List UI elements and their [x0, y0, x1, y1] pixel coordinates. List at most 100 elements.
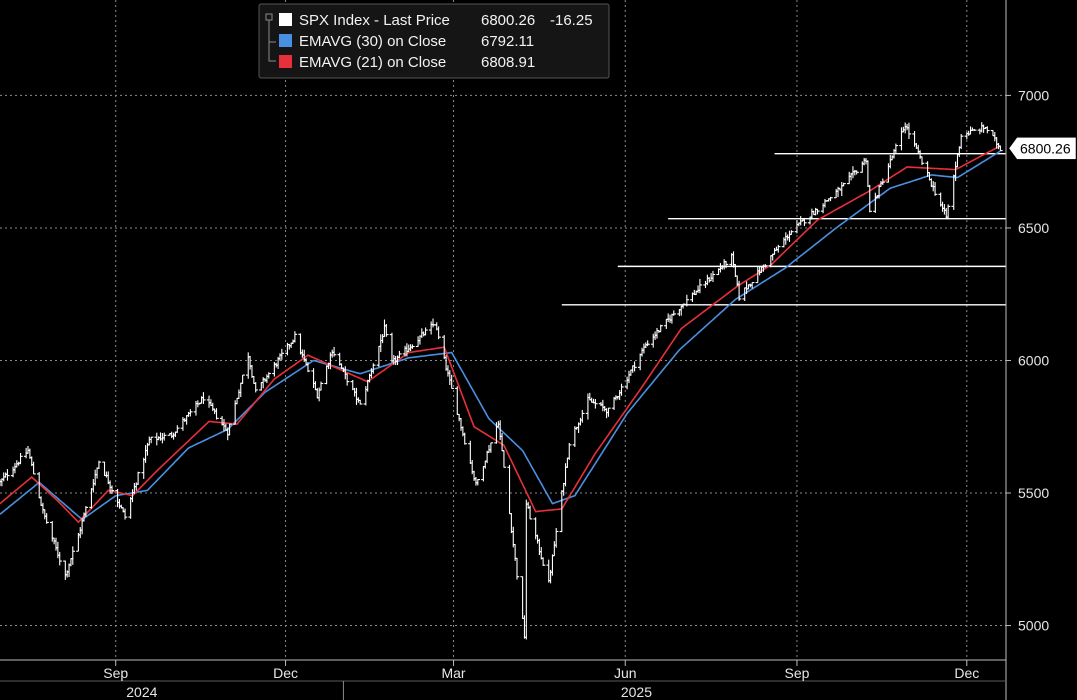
price-bar [919, 156, 925, 166]
price-bar [5, 469, 10, 481]
price-bar [371, 363, 376, 374]
price-bar [998, 145, 1003, 152]
price-bar [763, 264, 768, 268]
price-bar [96, 460, 102, 469]
price-bar [501, 450, 507, 468]
price-bar [710, 270, 716, 282]
price-bar [436, 326, 441, 340]
grid-layer [0, 0, 1006, 660]
legend-label: SPX Index - Last Price [299, 12, 450, 29]
price-bar [18, 452, 23, 465]
price-bar [906, 122, 912, 139]
price-bar [606, 407, 611, 417]
price-bar [632, 361, 637, 372]
x-tick-label: Dec [273, 665, 298, 681]
price-bar [567, 442, 572, 460]
price-bar [214, 408, 219, 420]
price-bar [331, 346, 337, 357]
price-bar [789, 230, 794, 235]
price-bar [475, 478, 481, 486]
price-bar [83, 506, 89, 518]
price-layer [0, 122, 1003, 640]
price-bar [358, 399, 363, 405]
price-bar [175, 425, 180, 433]
price-bar [514, 557, 520, 580]
price-bar [553, 527, 559, 548]
price-bar [736, 280, 742, 301]
price-bar [880, 178, 886, 186]
price-bar [658, 324, 663, 333]
price-bar [318, 381, 324, 391]
price-bar [397, 350, 402, 359]
legend-tree-connector [268, 20, 276, 62]
price-bar [162, 432, 167, 441]
legend-swatch [279, 34, 292, 47]
y-tick-label: 5000 [1018, 618, 1049, 634]
price-bar [449, 374, 454, 389]
price-bar [344, 373, 350, 386]
price-bar [423, 327, 428, 336]
price-bar [70, 546, 75, 565]
price-bar [802, 219, 807, 227]
year-label: 2024 [126, 684, 157, 700]
price-bar [619, 383, 624, 396]
price-bar [945, 204, 951, 220]
legend-change: -16.25 [550, 12, 593, 29]
ema21-layer [0, 145, 1001, 524]
price-bar [109, 485, 115, 494]
price-bar [723, 260, 729, 269]
price-bar [279, 348, 285, 360]
x-tick-label: Sep [103, 665, 128, 681]
x-tick-label: Mar [441, 665, 465, 681]
price-bar [645, 340, 650, 347]
price-bar [815, 208, 820, 215]
legend-value: 6800.26 [481, 12, 535, 29]
price-bar [580, 410, 585, 423]
price-bar [44, 513, 49, 524]
legend-label: EMAVG (30) on Close [299, 33, 446, 50]
price-bar [749, 281, 755, 289]
y-tick-label: 6000 [1018, 352, 1049, 368]
price-bar [972, 128, 977, 132]
x-tick-label: Sep [785, 665, 810, 681]
last-price-tag-label: 6800.26 [1020, 140, 1071, 156]
price-bar [305, 362, 311, 373]
price-bar [684, 294, 690, 307]
price-bar [959, 134, 964, 150]
price-bar [593, 399, 598, 409]
price-bar [135, 471, 141, 485]
ema21-line [0, 145, 1001, 524]
price-bar [527, 505, 533, 520]
price-bar [776, 244, 781, 253]
legend-entry: EMAVG (21) on Close 6808.91 [279, 54, 535, 71]
legend-swatch [279, 13, 292, 26]
price-bar [540, 557, 546, 566]
price-bar [867, 184, 872, 213]
price-bar [292, 331, 298, 343]
support-levels-layer [561, 153, 1006, 306]
price-bar [932, 181, 938, 196]
legend: SPX Index - Last Price 6800.26 -16.25 EMAVG… [258, 3, 610, 79]
price-bar [854, 170, 859, 175]
price-bar [462, 432, 467, 445]
price-bar [201, 392, 206, 404]
price-bar [893, 143, 899, 153]
legend-label: EMAVG (21) on Close [299, 54, 446, 71]
x-tick-label: Dec [954, 665, 979, 681]
price-bar [253, 382, 258, 393]
price-bar [985, 126, 990, 134]
y-tick-label: 6500 [1018, 220, 1049, 236]
price-bar [384, 323, 389, 337]
last-price-tag: 6800.26 [1008, 137, 1077, 160]
x-tick-label: Jun [614, 665, 637, 681]
legend-value: 6792.11 [481, 33, 534, 50]
price-bar [410, 344, 415, 349]
legend-entry: SPX Index - Last Price 6800.26 -16.25 [279, 12, 593, 29]
price-bar [671, 310, 676, 316]
last-price-tag-shape [1008, 137, 1077, 160]
price-bar [828, 196, 833, 202]
